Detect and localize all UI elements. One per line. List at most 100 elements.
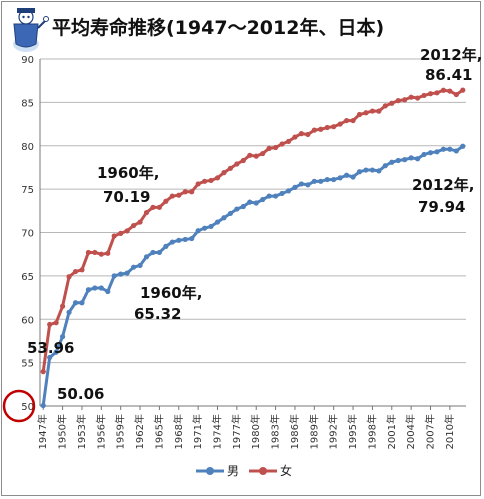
data-point [124, 228, 130, 234]
data-point [272, 193, 279, 199]
data-point [182, 189, 188, 195]
annotation-female-1947: 53.96 [27, 339, 74, 357]
data-point [247, 152, 253, 158]
data-point [156, 204, 163, 210]
x-tick-label: 1995年 [346, 414, 359, 449]
data-point [453, 148, 459, 154]
data-point [214, 219, 221, 225]
data-point [298, 181, 305, 187]
x-tick-label: 1980年 [249, 414, 262, 449]
data-point [266, 193, 272, 199]
data-point [453, 91, 459, 98]
data-point [318, 126, 324, 132]
data-point [285, 188, 292, 194]
annotation-male-2012-value: 79.94 [418, 198, 465, 216]
data-point [311, 178, 317, 184]
x-tick-label: 1962年 [133, 414, 146, 449]
data-point [137, 219, 143, 225]
data-point [221, 215, 227, 221]
highlight-circle [2, 389, 36, 423]
data-point [434, 149, 440, 155]
annotation-male-1960-year: 1960年, [140, 284, 202, 302]
data-point [208, 223, 214, 230]
data-point [182, 236, 188, 243]
data-point [169, 239, 175, 245]
data-point [389, 159, 395, 165]
data-point [221, 170, 227, 176]
chart-title: 平均寿命推移(1947〜2012年、日本) [52, 16, 384, 39]
data-point [66, 309, 72, 315]
data-point [137, 262, 143, 269]
x-tick-label: 2004年 [404, 414, 417, 449]
data-point [124, 270, 130, 276]
data-point [201, 178, 208, 184]
x-tick-label: 1965年 [152, 414, 165, 449]
data-point [337, 175, 343, 181]
y-tick-label: 85 [21, 98, 34, 109]
data-point [40, 402, 46, 409]
annotation-female-2012-value: 86.41 [425, 66, 472, 84]
y-axis: 50 55 60 65 70 75 80 85 90 [21, 55, 34, 413]
mascot-icon [13, 8, 49, 52]
data-point [40, 369, 46, 375]
data-point [130, 264, 137, 270]
data-point [92, 249, 98, 256]
data-point [318, 178, 324, 184]
data-point [363, 167, 369, 173]
data-point [98, 285, 104, 291]
data-point [292, 184, 298, 190]
x-tick-label: 1983年 [269, 414, 282, 449]
data-point [260, 196, 266, 203]
data-point [324, 176, 330, 183]
data-point [421, 92, 427, 99]
y-tick-label: 75 [21, 185, 34, 196]
data-point [227, 165, 234, 171]
x-tick-label: 1992年 [327, 414, 340, 449]
data-point [427, 150, 434, 156]
data-point [272, 144, 279, 151]
data-point [163, 243, 169, 249]
data-point [72, 300, 79, 306]
data-point [460, 87, 466, 93]
data-point [92, 285, 98, 291]
data-point [105, 250, 111, 256]
data-point [53, 349, 59, 355]
data-point [85, 249, 92, 256]
data-point [402, 157, 408, 163]
data-point [343, 117, 350, 124]
legend: 男 女 [196, 463, 292, 478]
data-point [47, 321, 53, 328]
data-point [408, 155, 414, 161]
data-point [305, 131, 311, 138]
x-tick-label: 2007年 [424, 414, 437, 449]
data-point [343, 172, 350, 178]
data-point [402, 97, 408, 103]
data-point [440, 87, 447, 93]
y-tick-label: 80 [21, 142, 34, 153]
data-point [279, 190, 285, 197]
data-point [143, 254, 150, 260]
data-point [266, 145, 272, 151]
data-point [118, 230, 124, 236]
data-point [356, 111, 363, 118]
annotation-female-1960-year: 1960年, [97, 164, 159, 182]
data-point [53, 320, 59, 326]
x-tick-label: 1998年 [365, 414, 378, 449]
data-point [195, 228, 201, 234]
data-point [285, 138, 292, 145]
data-point [253, 153, 259, 159]
annotation-female-2012-year: 2012年, [420, 46, 482, 64]
data-point [240, 157, 246, 164]
data-point [350, 174, 356, 180]
series-male [40, 143, 466, 409]
data-point [395, 157, 401, 164]
data-point [189, 235, 195, 242]
legend-label-female: 女 [280, 463, 292, 478]
data-point [376, 168, 382, 174]
data-point [118, 271, 124, 277]
x-tick-label: 1953年 [75, 414, 88, 449]
x-tick-label: 2001年 [385, 414, 398, 449]
data-point [363, 110, 369, 116]
data-point [369, 167, 376, 173]
data-point [311, 127, 317, 133]
